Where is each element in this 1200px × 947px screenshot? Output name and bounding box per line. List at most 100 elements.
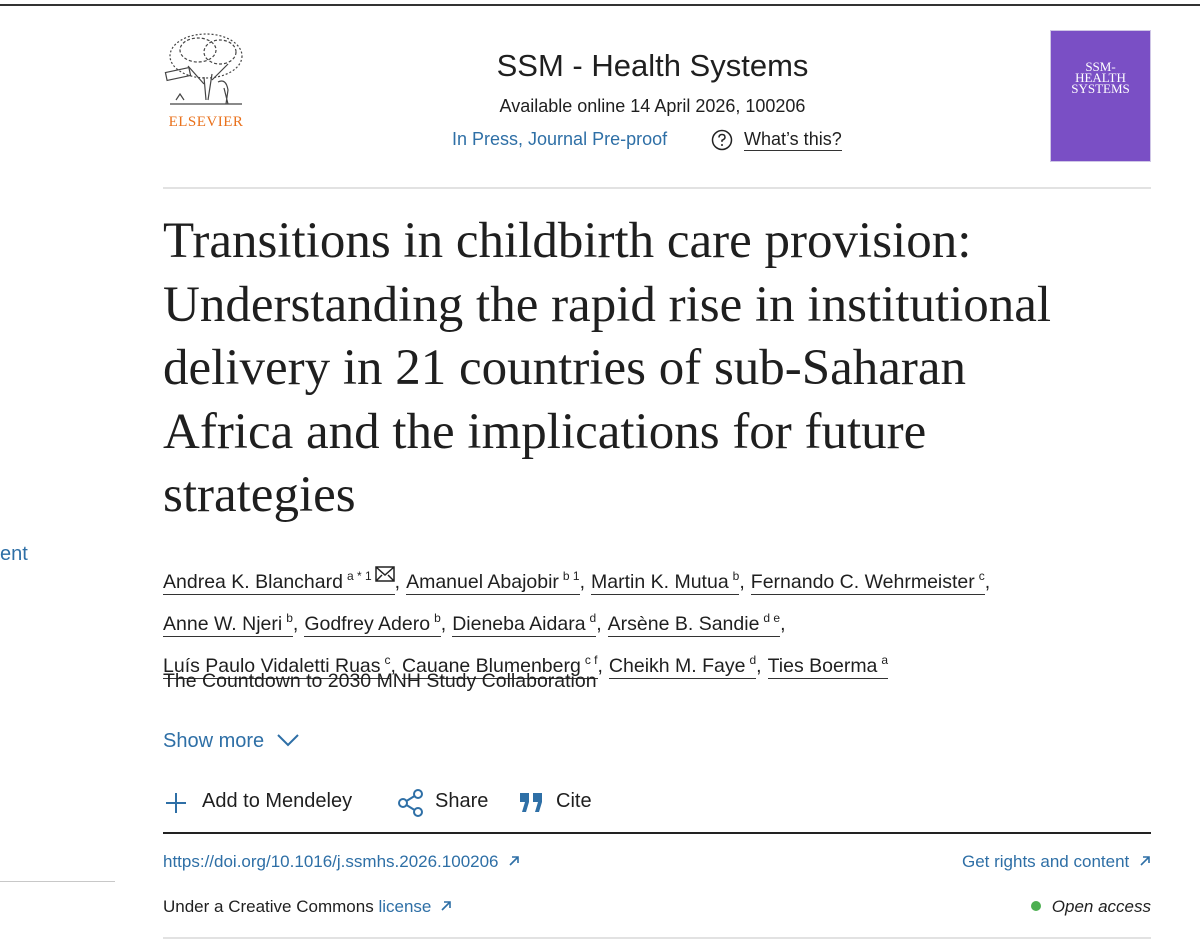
separator: , bbox=[390, 655, 396, 677]
add-to-mendeley[interactable]: Add to Mendeley bbox=[202, 790, 353, 812]
cover-line: HEALTH bbox=[1075, 70, 1126, 85]
author-name[interactable]: Cheikh M. Faye bbox=[608, 655, 746, 677]
external-icon bbox=[1140, 856, 1150, 866]
author-row: Luís Paulo Vidaletti Ruas c, Cauane Blumen… bbox=[163, 642, 996, 684]
author-name[interactable]: Anne W. Njeri bbox=[163, 613, 283, 635]
open-access-label: Open access bbox=[1051, 897, 1151, 916]
plus-icon[interactable] bbox=[165, 792, 187, 814]
author[interactable]: Ties Boerma a bbox=[767, 653, 889, 679]
help-icon[interactable] bbox=[711, 129, 733, 151]
author-name[interactable]: Cauane Blumenberg bbox=[401, 655, 581, 677]
author[interactable]: Luís Paulo Vidaletti Ruas c bbox=[163, 653, 391, 679]
title-line: Understanding the rapid rise in institut… bbox=[163, 276, 1052, 333]
author[interactable]: Amanuel Abajobir b 1 bbox=[406, 569, 580, 595]
publisher-name: ELSEVIER bbox=[169, 114, 244, 130]
open-access: Open access bbox=[1030, 897, 1151, 917]
affiliation: c bbox=[978, 569, 985, 583]
separator: , bbox=[780, 613, 786, 635]
separator: , bbox=[739, 571, 745, 593]
affiliation: b bbox=[434, 611, 441, 625]
author-name[interactable]: Amanuel Abajobir bbox=[406, 571, 559, 593]
author-list: Andrea K. Blanchard a * 1, Amanuel Abajobi… bbox=[163, 558, 996, 684]
email-icon[interactable] bbox=[374, 566, 395, 582]
affiliation: b 1 bbox=[562, 569, 580, 583]
show-more-label[interactable]: Show more bbox=[163, 730, 265, 752]
affiliation: b bbox=[286, 611, 293, 625]
author[interactable]: Dieneba Aidara d bbox=[452, 611, 597, 637]
author-row: Andrea K. Blanchard a * 1, Amanuel Abajobi… bbox=[163, 558, 996, 600]
share[interactable]: Share bbox=[435, 790, 489, 812]
title-line: delivery in 21 countries of sub-Saharan bbox=[163, 340, 967, 396]
author-name[interactable]: Martin K. Mutua bbox=[591, 571, 729, 593]
author[interactable]: Andrea K. Blanchard a * 1 bbox=[163, 566, 395, 595]
author-name[interactable]: Fernando C. Wehrmeister bbox=[750, 571, 975, 593]
doi-link[interactable]: https://doi.org/10.1016/j.ssmhs.2026.100… bbox=[163, 852, 520, 872]
license-prefix: Under a Creative Commons bbox=[163, 897, 374, 916]
author-name[interactable]: Ties Boerma bbox=[767, 655, 878, 677]
author[interactable]: Cauane Blumenberg c f bbox=[401, 653, 598, 679]
title-line: strategies bbox=[163, 467, 356, 523]
article-title: Transitions in childbirth care provision… bbox=[163, 210, 1051, 528]
affiliation: b bbox=[732, 569, 740, 583]
separator: , bbox=[292, 613, 299, 635]
author[interactable]: Godfrey Adero b bbox=[304, 611, 441, 637]
author-name[interactable]: Godfrey Adero bbox=[304, 613, 431, 635]
rights[interactable]: Get rights and content bbox=[961, 852, 1130, 871]
top-rule bbox=[0, 4, 1200, 6]
whats-this-link[interactable]: What’s this? bbox=[744, 129, 842, 151]
journal-cover[interactable]: SSM- HEALTH SYSTEMS bbox=[1050, 30, 1151, 162]
external-icon bbox=[509, 856, 520, 866]
doi[interactable]: https://doi.org/10.1016/j.ssmhs.2026.100… bbox=[163, 852, 499, 871]
rights-link[interactable]: Get rights and content bbox=[962, 852, 1151, 872]
affiliation: a bbox=[881, 653, 889, 667]
separator: , bbox=[440, 613, 447, 635]
author-name[interactable]: Andrea K. Blanchard bbox=[163, 571, 343, 593]
affiliation: c f bbox=[584, 653, 598, 667]
author[interactable]: Arsène B. Sandie d e bbox=[607, 611, 781, 637]
title-line: Transitions in childbirth care provision… bbox=[163, 213, 972, 269]
external-icon bbox=[441, 901, 451, 911]
separator: , bbox=[596, 613, 602, 635]
available-online: Available online 14 April 2026, 100206 bbox=[499, 96, 806, 116]
separator: , bbox=[984, 571, 991, 593]
chevron-icon bbox=[277, 734, 299, 747]
show-more[interactable]: Show more bbox=[163, 730, 300, 753]
separator: , bbox=[394, 571, 401, 593]
affiliation: d bbox=[749, 653, 757, 667]
affiliation: d bbox=[589, 611, 597, 625]
sidebar-rule bbox=[0, 881, 115, 882]
author[interactable]: Anne W. Njeri b bbox=[163, 611, 293, 637]
header-rule bbox=[163, 187, 1151, 189]
journal-title[interactable]: SSM - Health Systems bbox=[496, 48, 809, 83]
article-status[interactable]: In Press, Journal Pre-proof bbox=[452, 129, 668, 149]
bottom-rule bbox=[163, 937, 1151, 939]
cite-icon[interactable] bbox=[519, 792, 545, 814]
actions-rule bbox=[163, 832, 1151, 834]
author-name[interactable]: Luís Paulo Vidaletti Ruas bbox=[163, 655, 381, 677]
author[interactable]: Fernando C. Wehrmeister c bbox=[750, 569, 985, 595]
author-row: Anne W. Njeri b, Godfrey Adero b, Dieneba Ai… bbox=[163, 600, 996, 642]
license-line: Under a Creative Commons license bbox=[163, 897, 452, 917]
separator: , bbox=[579, 571, 586, 593]
affiliation: d e bbox=[763, 611, 781, 625]
cover-line: SYSTEMS bbox=[1071, 81, 1130, 96]
author-name[interactable]: Dieneba Aidara bbox=[452, 613, 586, 635]
separator: , bbox=[597, 655, 603, 677]
share-icon[interactable] bbox=[397, 789, 425, 817]
title-line: Africa and the implications for future bbox=[163, 403, 927, 460]
sidebar-link[interactable]: ent bbox=[0, 543, 28, 565]
license-link[interactable]: license bbox=[378, 897, 432, 916]
author[interactable]: Cheikh M. Faye d bbox=[608, 653, 757, 679]
cover-line: SSM- bbox=[1085, 59, 1116, 74]
affiliation: c bbox=[384, 653, 391, 667]
cite[interactable]: Cite bbox=[556, 790, 592, 812]
separator: , bbox=[756, 655, 762, 677]
publisher-logo[interactable]: ELSEVIER bbox=[158, 22, 254, 134]
cover-title: SSM- HEALTH SYSTEMS bbox=[1051, 59, 1150, 96]
affiliation: a * 1 bbox=[346, 569, 372, 583]
author[interactable]: Martin K. Mutua b bbox=[591, 569, 740, 595]
status-dot bbox=[1030, 901, 1041, 911]
author-name[interactable]: Arsène B. Sandie bbox=[607, 613, 760, 635]
collaboration: The Countdown to 2030 MNH Study Collabor… bbox=[163, 670, 597, 692]
